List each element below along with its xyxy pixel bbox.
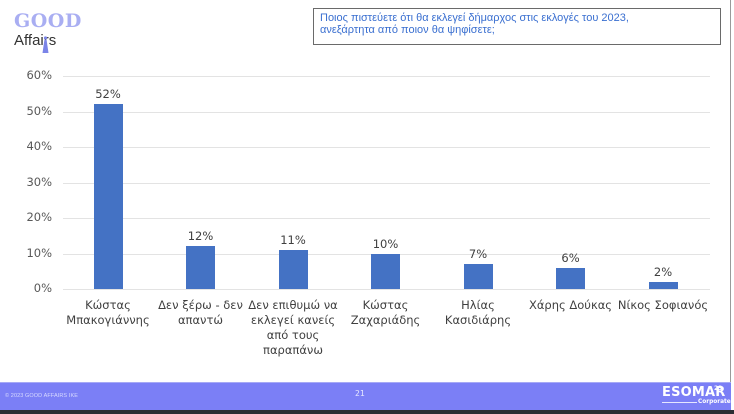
y-axis-tick: 20% bbox=[26, 210, 52, 224]
esomar-divider bbox=[662, 402, 697, 403]
question-line-1: Ποιος πιστεύετε ότι θα εκλεγεί δήμαρχος … bbox=[320, 12, 629, 24]
gridline bbox=[63, 147, 710, 148]
category-label: Ηλίας Κασιδιάρης bbox=[444, 298, 512, 327]
page-number: 21 bbox=[355, 389, 365, 398]
gridline bbox=[63, 289, 710, 290]
copyright-text: © 2023 GOOD AFFAIRS IKE bbox=[5, 393, 78, 399]
esomar-superscript: 23 bbox=[714, 385, 723, 392]
y-axis-tick: 60% bbox=[26, 68, 52, 82]
y-axis-tick: 10% bbox=[26, 245, 52, 260]
category-label: Νίκος Σοφιανός bbox=[617, 298, 709, 312]
category-label: Κώστας Ζαχαριάδης bbox=[350, 298, 421, 327]
esomar-badge: ESOMAR 23 Corporate bbox=[662, 385, 731, 409]
gridline bbox=[63, 218, 710, 219]
bar bbox=[463, 264, 493, 289]
logo-affairs-text: Affairs bbox=[14, 32, 57, 49]
bar-value-label: 10% bbox=[372, 236, 399, 251]
y-axis-tick: 40% bbox=[26, 139, 52, 153]
right-gutter bbox=[732, 0, 734, 410]
bottom-edge bbox=[0, 410, 734, 414]
category-label: Κώστας Μπακογιάννης bbox=[66, 298, 150, 327]
bar bbox=[371, 253, 400, 289]
good-affairs-logo: GOOD Affairs bbox=[14, 10, 94, 53]
bar-value-label: 2% bbox=[653, 264, 673, 279]
bar bbox=[648, 281, 678, 289]
gridline bbox=[63, 76, 710, 77]
category-label: Χάρης Δούκας bbox=[528, 298, 613, 312]
category-label: Δεν επιθυμώ να εκλεγεί κανείς από τους παρα… bbox=[248, 298, 338, 357]
question-line-2: ανεξάρτητα από ποιον θα ψηφίσετε; bbox=[320, 24, 495, 36]
gridline bbox=[63, 182, 710, 184]
bar-value-label: 7% bbox=[468, 247, 488, 262]
y-axis-tick: 50% bbox=[26, 103, 52, 118]
gridline bbox=[63, 111, 710, 113]
category-label: Δεν ξέρω - δεν απαντώ bbox=[158, 298, 243, 327]
tie-icon bbox=[42, 36, 49, 53]
logo-good-text: GOOD bbox=[14, 10, 82, 32]
esomar-text: ESOMAR bbox=[662, 385, 726, 400]
bar-value-label: 11% bbox=[280, 232, 306, 247]
y-axis-tick: 0% bbox=[33, 281, 52, 295]
bar-value-label: 12% bbox=[187, 229, 214, 244]
bar-value-label: 52% bbox=[95, 87, 121, 102]
y-axis-tick: 30% bbox=[26, 174, 52, 189]
bar-value-label: 6% bbox=[561, 250, 580, 265]
bar bbox=[278, 249, 308, 289]
esomar-corporate-text: Corporate bbox=[698, 399, 731, 405]
bar bbox=[93, 104, 123, 289]
bar-chart: 0% 10% 20% 30% 40% 50% 60% 52% Κώστας Μπακογιάννη… bbox=[0, 60, 731, 380]
question-box: Ποιος πιστεύετε ότι θα εκλεγεί δήμαρχος … bbox=[313, 8, 721, 45]
footer-bar: © 2023 GOOD AFFAIRS IKE 21 ESOMAR 23 Cor… bbox=[0, 382, 731, 410]
bar bbox=[186, 246, 215, 289]
bar bbox=[556, 267, 585, 289]
